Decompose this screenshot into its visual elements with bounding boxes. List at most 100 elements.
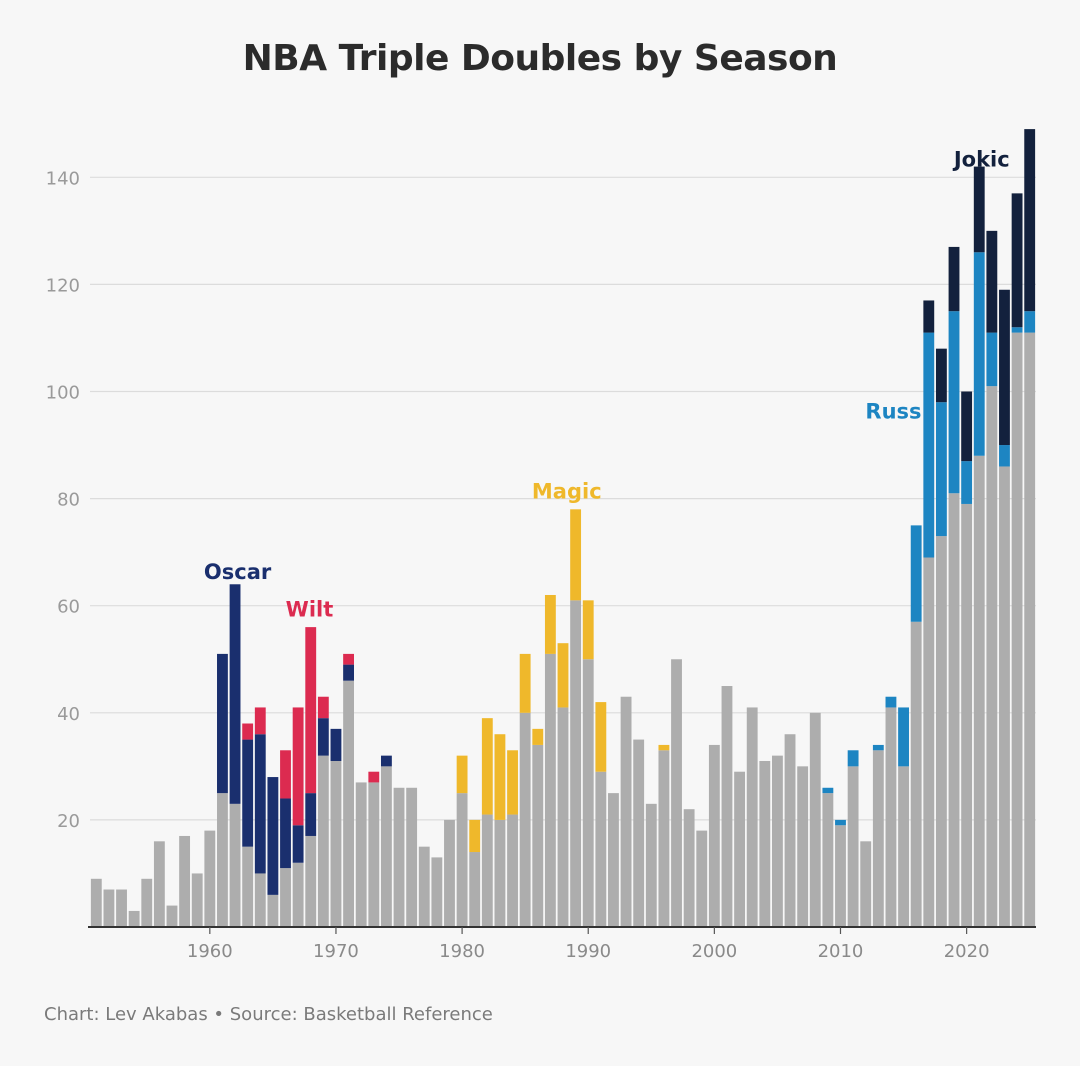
- y-tick-label-20: 20: [57, 811, 80, 832]
- bar-1968-wilt: [305, 627, 317, 794]
- bar-2018-jokic: [935, 348, 947, 403]
- bar-1970-other: [330, 760, 342, 927]
- bar-2023-russ: [999, 445, 1010, 467]
- x-tick-label-2020: 2020: [944, 941, 990, 962]
- bar-1996-other: [658, 750, 670, 927]
- bar-1987-other: [544, 653, 556, 927]
- bar-2010-other: [835, 825, 846, 927]
- bar-1967-wilt: [292, 707, 304, 826]
- bar-2017-other: [923, 557, 935, 927]
- bar-1991-magic: [595, 702, 607, 772]
- bar-2011-other: [847, 766, 859, 927]
- bar-1951-other: [90, 878, 102, 927]
- bar-1957-other: [166, 905, 178, 927]
- bar-1962-other: [229, 803, 241, 927]
- bar-1953-other: [116, 889, 127, 927]
- bar-1964-other: [254, 873, 266, 927]
- bar-1952-other: [103, 889, 115, 927]
- bar-1999-other: [696, 830, 708, 927]
- x-tick-label-1960: 1960: [187, 941, 233, 962]
- bar-1986-magic: [532, 728, 544, 745]
- bar-1983-magic: [494, 734, 506, 820]
- bar-1991-other: [595, 771, 607, 927]
- y-tick-label-80: 80: [57, 490, 80, 511]
- bar-1958-other: [179, 835, 191, 927]
- bar-1992-other: [608, 793, 619, 927]
- bar-2019-other: [948, 493, 960, 927]
- bar-1989-other: [570, 600, 582, 927]
- bar-2020-other: [961, 503, 973, 927]
- bar-1973-other: [368, 782, 380, 927]
- bar-1985-other: [519, 712, 531, 927]
- bar-2000-other: [708, 744, 720, 927]
- bar-1996-magic: [658, 744, 670, 751]
- bar-2023-jokic: [999, 289, 1010, 446]
- bar-2020-jokic: [961, 391, 973, 462]
- bar-1978-other: [431, 857, 443, 927]
- bar-2002-other: [734, 771, 746, 927]
- bar-2023-other: [999, 466, 1010, 927]
- bar-1998-other: [683, 809, 695, 927]
- bar-2024-other: [1011, 332, 1023, 928]
- y-tick-label-140: 140: [46, 168, 80, 189]
- bar-1986-other: [532, 744, 544, 927]
- bar-1969-other: [317, 755, 329, 927]
- bar-1975-other: [393, 787, 405, 927]
- bar-2015-russ: [898, 707, 909, 767]
- bar-1980-magic: [456, 755, 468, 794]
- y-tick-label-60: 60: [57, 597, 80, 618]
- annotation-jokic: Jokic: [952, 148, 1010, 172]
- bar-2018-other: [935, 536, 947, 927]
- bar-2020-russ: [961, 461, 973, 504]
- bar-2022-russ: [986, 332, 998, 387]
- bar-2024-russ: [1011, 327, 1023, 333]
- x-tick-label-1970: 1970: [313, 941, 359, 962]
- bar-1963-wilt: [242, 723, 254, 740]
- bar-1984-magic: [507, 750, 518, 815]
- bar-1971-other: [343, 680, 354, 927]
- annotation-magic: Magic: [532, 480, 602, 504]
- bar-2016-other: [910, 621, 922, 927]
- bar-1988-other: [557, 707, 569, 927]
- bar-1997-other: [671, 659, 682, 927]
- bar-1981-other: [469, 852, 481, 927]
- bar-1994-other: [633, 739, 645, 927]
- bar-2003-other: [746, 707, 758, 927]
- bar-1966-wilt: [280, 750, 291, 799]
- bar-1966-other: [280, 868, 291, 927]
- bar-2017-jokic: [923, 300, 935, 333]
- x-tick-label-2000: 2000: [691, 941, 737, 962]
- bar-1963-other: [242, 846, 254, 927]
- x-tick-label-2010: 2010: [818, 941, 864, 962]
- bar-1968-other: [305, 835, 317, 927]
- bar-1983-other: [494, 819, 506, 927]
- bar-2006-other: [784, 734, 796, 927]
- bar-2007-other: [797, 766, 809, 927]
- bar-1982-magic: [481, 718, 493, 815]
- bar-2013-other: [872, 750, 884, 927]
- bar-2025-jokic: [1024, 129, 1036, 312]
- bar-1973-wilt: [368, 771, 380, 783]
- bar-1974-oscar: [380, 755, 392, 767]
- bar-1982-other: [481, 814, 493, 927]
- bar-1969-wilt: [317, 696, 329, 719]
- bar-2004-other: [759, 760, 771, 927]
- bar-2014-russ: [885, 696, 897, 708]
- bar-1964-wilt: [254, 707, 266, 735]
- bar-1965-other: [267, 894, 279, 927]
- bar-1977-other: [418, 846, 430, 927]
- bar-2014-other: [885, 707, 897, 927]
- bar-1966-oscar: [280, 798, 291, 869]
- annotation-wilt: Wilt: [286, 597, 334, 621]
- bar-2010-russ: [835, 819, 846, 826]
- bar-1955-other: [141, 878, 153, 927]
- bar-1961-other: [217, 793, 228, 927]
- bar-1995-other: [645, 803, 657, 927]
- bar-1988-magic: [557, 643, 569, 708]
- bar-2008-other: [809, 712, 821, 927]
- bar-1972-other: [355, 782, 367, 927]
- x-tick-label-1980: 1980: [439, 941, 485, 962]
- bar-1979-other: [444, 819, 455, 927]
